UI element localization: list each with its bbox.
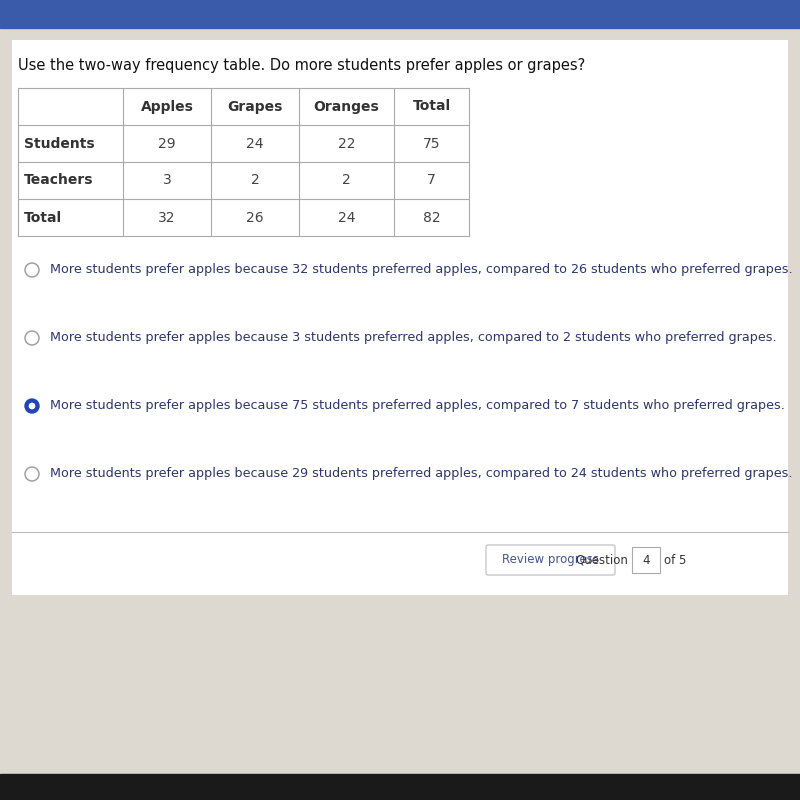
Text: 24: 24 (338, 210, 355, 225)
Text: 26: 26 (246, 210, 264, 225)
FancyBboxPatch shape (486, 545, 615, 575)
Text: Total: Total (413, 99, 450, 114)
Bar (0, 0, 800, 28)
Text: 2: 2 (342, 174, 351, 187)
Bar (0, 774, 800, 800)
Text: More students prefer apples because 32 students preferred apples, compared to 26: More students prefer apples because 32 s… (50, 263, 793, 277)
Text: 75: 75 (422, 137, 440, 150)
Text: 3: 3 (162, 174, 171, 187)
Text: 32: 32 (158, 210, 176, 225)
Text: Teachers: Teachers (24, 174, 94, 187)
Bar (632, 547, 660, 573)
Circle shape (25, 331, 39, 345)
Text: More students prefer apples because 29 students preferred apples, compared to 24: More students prefer apples because 29 s… (50, 467, 793, 481)
Text: Students: Students (24, 137, 94, 150)
Text: 82: 82 (422, 210, 440, 225)
Text: Oranges: Oranges (314, 99, 379, 114)
Text: Review progress: Review progress (502, 554, 598, 566)
Text: 29: 29 (158, 137, 176, 150)
Text: More students prefer apples because 75 students preferred apples, compared to 7 : More students prefer apples because 75 s… (50, 399, 785, 413)
Text: 4: 4 (642, 554, 650, 566)
Text: 2: 2 (250, 174, 259, 187)
Text: 7: 7 (427, 174, 436, 187)
Circle shape (30, 403, 34, 409)
Circle shape (25, 399, 39, 413)
Text: More students prefer apples because 3 students preferred apples, compared to 2 s: More students prefer apples because 3 st… (50, 331, 777, 345)
Text: Total: Total (24, 210, 62, 225)
Bar (12, 40, 788, 595)
Text: 22: 22 (338, 137, 355, 150)
Circle shape (25, 467, 39, 481)
Circle shape (25, 263, 39, 277)
Text: Grapes: Grapes (227, 99, 282, 114)
Text: 24: 24 (246, 137, 264, 150)
Text: Use the two-way frequency table. Do more students prefer apples or grapes?: Use the two-way frequency table. Do more… (18, 58, 586, 73)
Text: Question: Question (575, 554, 628, 566)
Text: Apples: Apples (141, 99, 194, 114)
Text: of 5: of 5 (664, 554, 686, 566)
